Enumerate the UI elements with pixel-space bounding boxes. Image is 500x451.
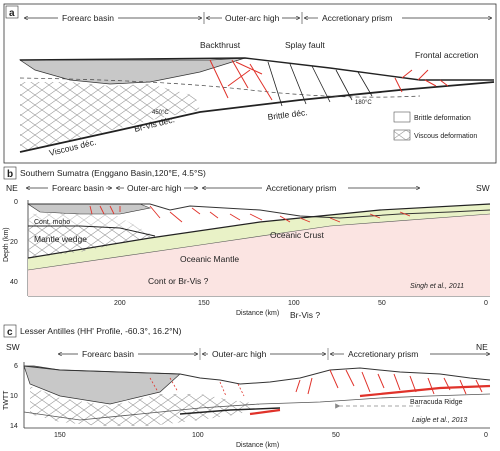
legend-viscous-swatch — [393, 129, 411, 141]
panel-c-title: Lesser Antilles (HH' Profile, -60.3°, 16… — [20, 326, 182, 336]
panel-c-letter: c — [7, 327, 13, 338]
slab-interface — [19, 81, 495, 153]
ytick-c-6: 6 — [14, 363, 18, 370]
xlabel-c: Distance (km) — [236, 442, 279, 449]
zone-forearc-basin-b: Forearc basin — [52, 183, 104, 193]
isotherm-dashed — [19, 77, 421, 98]
label-splay-fault: Splay fault — [285, 40, 325, 50]
label-oceanic-crust: Oceanic Crust — [270, 230, 324, 240]
label-barracuda-ridge: Barracuda Ridge — [410, 399, 463, 406]
panel-b-dir-right: SW — [476, 183, 490, 193]
faults-red-b — [89, 205, 411, 223]
cont-moho-line — [28, 225, 156, 237]
label-br-vis-q: Br-Vis ? — [290, 310, 320, 320]
ylabel-c: TWTT — [3, 390, 10, 410]
panel-c-letter-box — [3, 324, 17, 338]
label-cont-moho: Cont. moho — [34, 219, 70, 226]
faults-dashed-c — [149, 377, 245, 397]
mantle-wedge-hatch — [28, 226, 155, 258]
thrust-faults-black — [267, 61, 373, 107]
legend-brittle-label: Brittle deformation — [414, 115, 471, 122]
label-backthrust: Backthrust — [200, 40, 241, 50]
xtick-b-200: 200 — [114, 300, 126, 307]
label-450c: 450°C — [152, 110, 169, 116]
seafloor-line-b — [28, 203, 491, 219]
viscous-hatch-c — [30, 386, 260, 426]
panel-a-letter: a — [9, 8, 15, 19]
oceanic-mantle-fill — [28, 214, 490, 296]
zone-outer-arc-high-a: Outer-arc high — [225, 13, 280, 23]
panel-b-title: Southern Sumatra (Enggano Basin,120°E, 4… — [20, 168, 206, 178]
citation-b: Singh et al., 2011 — [410, 283, 464, 290]
xtick-b-0: 0 — [484, 300, 488, 307]
xtick-b-100: 100 — [288, 300, 300, 307]
slab-moho-b — [27, 213, 491, 271]
forearc-basin-fill-c — [23, 365, 181, 405]
panel-a-letter-box — [5, 5, 19, 19]
xtick-c-100: 100 — [192, 432, 204, 439]
zone-outer-arc-high-b: Outer-arc high — [127, 183, 182, 193]
faults-red-c — [295, 369, 483, 395]
panel-c: c Lesser Antilles (HH' Profile, -60.3°, … — [3, 324, 491, 449]
xlabel-b: Distance (km) — [236, 310, 279, 317]
crust-hatch — [28, 212, 155, 236]
panel-b-letter: b — [7, 169, 13, 180]
legend-viscous-label: Viscous deformation — [414, 133, 477, 140]
xtick-c-0: 0 — [484, 432, 488, 439]
ylabel-b: Depth (km) — [3, 227, 10, 262]
xtick-c-150: 150 — [54, 432, 66, 439]
panel-b: b Southern Sumatra (Enggano Basin,120°E,… — [3, 166, 491, 320]
zone-accretionary-prism-c: Accretionary prism — [348, 349, 418, 359]
basement-line-c — [23, 393, 491, 421]
xtick-b-150: 150 — [198, 300, 210, 307]
ytick-b-0: 0 — [14, 199, 18, 206]
decollement-red-c — [249, 384, 491, 416]
ytick-c-10: 10 — [10, 393, 18, 400]
viscous-deformation-region — [20, 82, 200, 150]
label-mantle-wedge: Mantle wedge — [34, 234, 87, 244]
ytick-b-20: 20 — [10, 239, 18, 246]
label-cont-or-brvis: Cont or Br-Vis ? — [148, 276, 209, 286]
label-frontal-accretion: Frontal accretion — [415, 50, 479, 60]
legend-brittle-swatch — [393, 111, 411, 123]
zone-forearc-basin-a: Forearc basin — [62, 13, 114, 23]
ytick-c-14: 14 — [10, 423, 18, 430]
decollement-c — [179, 407, 281, 415]
panel-b-letter-box — [3, 166, 17, 180]
xtick-c-50: 50 — [332, 432, 340, 439]
seafloor-line-c — [23, 365, 491, 385]
forearc-basin-fill-b — [27, 203, 152, 215]
panel-c-dir-left: SW — [6, 342, 20, 352]
zone-accretionary-prism-b: Accretionary prism — [266, 183, 336, 193]
slab-top-b — [27, 203, 491, 259]
oceanic-crust-fill — [28, 204, 490, 270]
panel-b-dir-left: NE — [6, 183, 18, 193]
label-oceanic-mantle: Oceanic Mantle — [180, 254, 239, 264]
zone-accretionary-prism-a: Accretionary prism — [322, 13, 392, 23]
seafloor-line — [19, 57, 494, 81]
frontal-accretion-faults — [394, 69, 449, 93]
ytick-b-40: 40 — [10, 279, 18, 286]
panel-c-dir-right: NE — [476, 342, 488, 352]
panel-a: a Forearc basin Outer-arc high Accretion… — [3, 3, 497, 164]
citation-c: Laigle et al., 2013 — [412, 417, 467, 424]
label-180c: 180°C — [355, 100, 372, 106]
zone-forearc-basin-c: Forearc basin — [82, 349, 134, 359]
label-brittle-dec: Brittle déc. — [267, 107, 308, 122]
xtick-b-50: 50 — [378, 300, 386, 307]
splay-faults-red — [209, 59, 273, 101]
zone-outer-arc-high-c: Outer-arc high — [212, 349, 267, 359]
forearc-basin-fill — [18, 57, 246, 85]
